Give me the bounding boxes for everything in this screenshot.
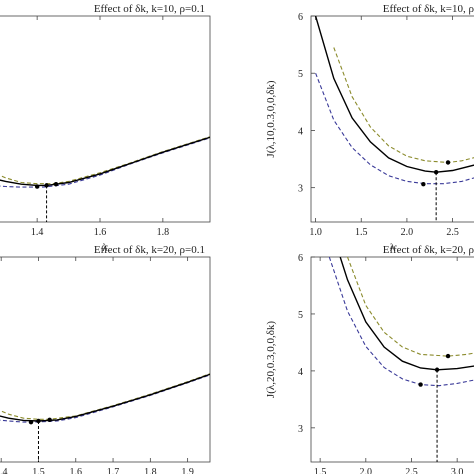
series-line-1 (314, 16, 474, 173)
optimum-point-2 (433, 170, 439, 175)
plot-frame (310, 15, 474, 223)
optimum-point-1 (34, 184, 40, 189)
x-axis-label: λ (102, 242, 108, 254)
series-line-1 (0, 373, 210, 422)
y-tick-label: 5 (298, 310, 303, 321)
plot-area (314, 16, 474, 222)
optimum-point-3 (53, 182, 59, 187)
series-line-3 (315, 73, 474, 185)
y-tick-label: 5 (298, 69, 303, 80)
plot-frame (0, 15, 211, 223)
x-tick-label: 1.4 (31, 227, 44, 238)
y-tick-label: 4 (298, 126, 303, 137)
plot-area (328, 257, 474, 462)
series-line-3 (0, 137, 210, 188)
plot-area (0, 373, 210, 462)
x-tick-label: 1.8 (144, 467, 157, 474)
x-tick-label: 1.5 (314, 467, 327, 474)
optimum-point-3 (445, 353, 451, 359)
series-line-2 (333, 47, 474, 164)
panel-title: Effect of δk, k=20, ρ=0.1 (94, 244, 205, 256)
x-tick-label: 1.7 (107, 467, 120, 474)
panel-2: 1.0 1.5 2.0 2.5 3 4 5 6 Effect of δk, k=10, ρ λ J(… (265, 3, 474, 254)
y-axis-label: J(λ,20,0.3,0,0,δk) (265, 321, 277, 398)
y-tick-label: 4 (298, 367, 303, 378)
optimum-point-1 (28, 419, 34, 425)
optimum-point-1 (418, 382, 423, 387)
panel-title: Effect of δk, k=10, ρ (383, 3, 474, 15)
panel-title: Effect of δk, k=20, ρ (383, 244, 474, 256)
optimum-point-3 (47, 417, 52, 423)
x-tick-label: 2.0 (401, 227, 414, 238)
panel-title: Effect of δk, k=10, ρ=0.1 (94, 3, 205, 15)
x-tick-label: 1.5 (32, 467, 45, 474)
x-tick-label: 2.5 (446, 227, 459, 238)
panel-4: 1.5 2.0 2.5 3.0 3 4 5 6 Effect of δk, k=20, ρλ J(… (265, 244, 474, 474)
x-tick-label: 1.4 (0, 467, 7, 474)
optimum-point-2 (44, 183, 49, 188)
y-axis-label: J(λ,10,0.3,0,0,δk) (265, 80, 277, 157)
series-line-2 (0, 373, 210, 420)
panel-1: 1.4 1.6 1.8 Effect of δk, k=10, ρ=0.1 λ (0, 3, 211, 254)
series-line-3 (328, 257, 474, 387)
y-tick-label: 3 (298, 184, 303, 195)
plot-area (0, 136, 210, 222)
y-tick-label: 6 (298, 12, 303, 23)
series-line-2 (346, 257, 474, 357)
x-tick-label: 1.6 (94, 227, 107, 238)
optimum-point-2 (434, 367, 440, 372)
optimum-point-1 (421, 182, 426, 187)
optimum-point-3 (445, 160, 451, 165)
plot-frame (310, 256, 474, 463)
x-tick-label: 1.5 (355, 227, 368, 238)
x-tick-label: 3.0 (451, 467, 464, 474)
x-tick-label: 2.5 (405, 467, 418, 474)
x-tick-label: 1.8 (157, 227, 170, 238)
x-tick-label: 1.9 (181, 467, 194, 474)
series-line-1 (339, 257, 474, 371)
x-tick-label: 1.6 (70, 467, 83, 474)
plot-frame (0, 256, 211, 463)
series-line-2 (0, 136, 210, 185)
x-axis-label: λ (390, 242, 396, 254)
panel-3: 1.4 1.5 1.6 1.7 1.8 1.9 Effect of δk, k=20, ρ=… (0, 244, 211, 474)
series-line-3 (0, 374, 210, 423)
series-line-1 (0, 136, 210, 187)
y-tick-label: 6 (298, 253, 303, 264)
x-tick-label: 1.0 (309, 227, 322, 238)
y-tick-label: 3 (298, 424, 303, 435)
x-tick-label: 2.0 (360, 467, 373, 474)
optimum-point-2 (36, 418, 41, 424)
